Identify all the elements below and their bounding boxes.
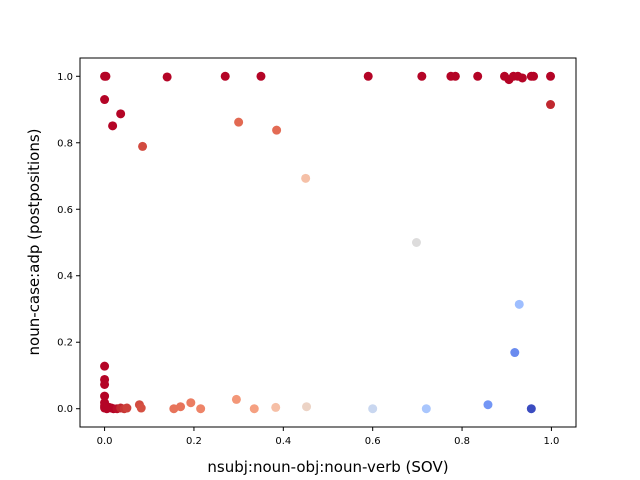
data-point-28 [510,348,520,358]
y-tick-label-3: 0.6 [57,205,73,216]
data-point-49 [196,404,206,414]
data-point-57 [526,404,536,414]
data-point-43 [122,403,132,413]
data-point-26 [411,238,421,247]
data-point-50 [231,394,241,404]
y-tick-label-1: 0.2 [57,338,73,349]
x-axis-ticks: 0.0 0.2 0.4 0.6 0.8 1.0 [97,427,559,447]
data-point-20 [108,121,118,131]
data-points [100,71,556,414]
data-point-24 [272,125,282,135]
data-point-14 [517,73,527,83]
data-point-52 [271,402,281,412]
data-point-32 [100,391,110,401]
data-point-16 [529,71,539,81]
x-tick-label-1: 0.2 [186,436,202,447]
plot-frame [79,57,577,428]
data-point-53 [302,402,312,412]
data-point-31 [100,379,110,389]
data-point-22 [138,141,148,151]
data-point-9 [473,71,483,81]
y-tick-label-2: 0.4 [57,271,73,282]
x-tick-label-2: 0.4 [275,436,291,447]
x-tick-label-4: 0.8 [454,436,470,447]
data-point-55 [421,404,431,414]
y-tick-label-5: 1.0 [57,72,73,83]
data-point-54 [368,404,378,414]
data-point-29 [100,361,110,371]
data-point-47 [176,402,186,412]
data-point-48 [186,398,196,408]
y-axis-ticks: 0.0 0.2 0.4 0.6 0.8 1.0 [57,72,80,415]
data-point-56 [483,400,493,410]
data-point-18 [100,95,110,105]
x-axis-label: nsubj:noun-obj:noun-verb (SOV) [207,458,448,476]
y-tick-label-4: 0.8 [57,138,73,149]
data-point-4 [256,71,266,81]
x-tick-label-5: 1.0 [543,436,559,447]
y-tick-label-0: 0.0 [57,404,73,415]
data-point-21 [546,100,556,110]
data-point-25 [301,173,311,183]
data-point-45 [136,403,146,413]
data-point-6 [417,71,427,81]
data-point-5 [363,71,373,81]
data-point-1 [101,71,111,81]
y-axis-label: noun-case:adp (postpositions) [25,129,43,356]
x-tick-label-0: 0.0 [97,436,113,447]
data-point-2 [162,72,172,82]
data-point-17 [546,71,556,81]
data-point-51 [249,404,259,414]
data-point-19 [116,109,126,119]
data-point-3 [220,71,230,81]
x-tick-label-3: 0.6 [365,436,381,447]
data-point-23 [234,117,244,127]
data-point-8 [450,71,460,81]
data-point-27 [514,299,524,309]
